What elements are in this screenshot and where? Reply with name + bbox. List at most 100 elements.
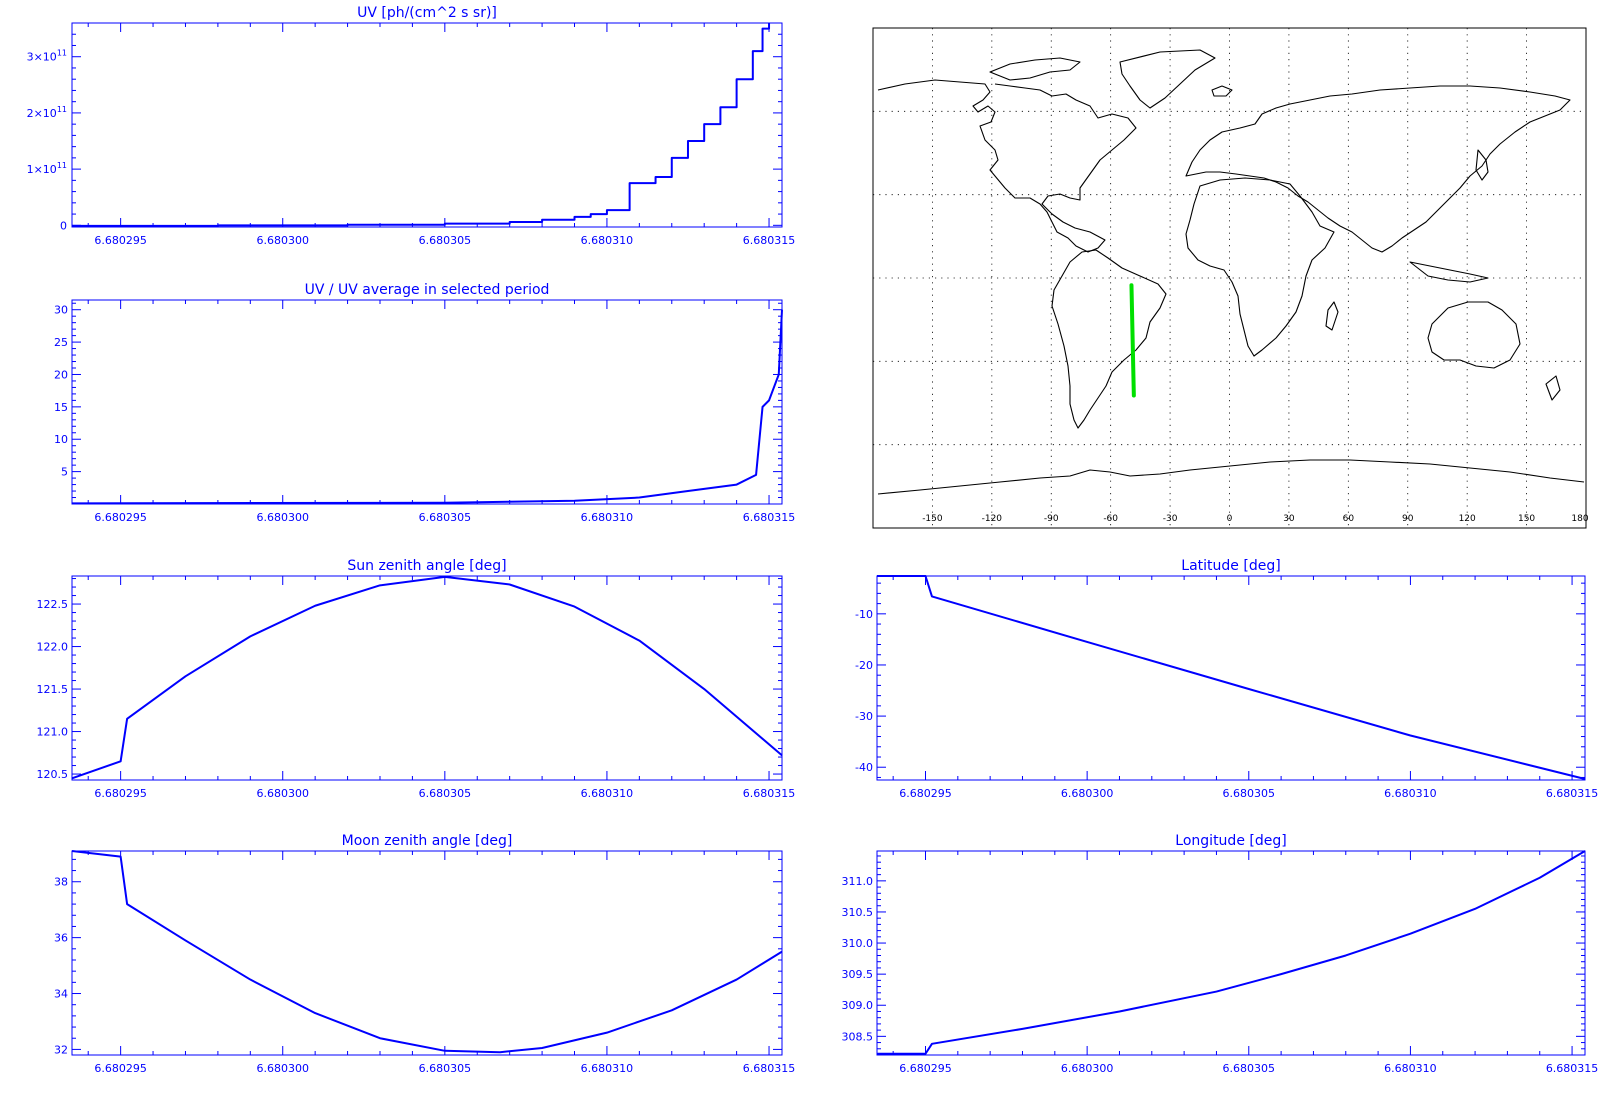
x-tick-label: 6.680315 bbox=[743, 234, 796, 247]
coast-antarctica bbox=[877, 459, 1585, 495]
x-tick-label: 6.680310 bbox=[1384, 1062, 1437, 1075]
y-tick-label: 15 bbox=[54, 401, 68, 414]
map-longitude-labels: -150 -120 -90 -60 -30 0 30 60 90 120 150 180 bbox=[922, 514, 1589, 524]
map-lon-label: -30 bbox=[1163, 514, 1178, 524]
y-tick-label: 310.0 bbox=[842, 937, 874, 950]
plot-frame bbox=[71, 575, 783, 781]
map-graticule bbox=[873, 28, 1586, 528]
y-tick-base: 0 bbox=[60, 219, 67, 232]
x-tick-label: 6.680300 bbox=[256, 511, 309, 524]
series-line-lon bbox=[877, 850, 1586, 1055]
coast-iceland bbox=[1211, 85, 1233, 97]
coast-north-america bbox=[877, 79, 1137, 253]
series-line-uv bbox=[72, 23, 771, 227]
map-lon-label: 120 bbox=[1459, 514, 1476, 524]
y-tick-label: -30 bbox=[855, 710, 873, 723]
y-tick-label: -10 bbox=[855, 608, 873, 621]
map-lon-label: 0 bbox=[1227, 514, 1233, 524]
x-tick-label: 6.680300 bbox=[256, 787, 309, 800]
y-tick-label: 0 bbox=[60, 219, 67, 232]
map-lon-label: 90 bbox=[1402, 514, 1414, 524]
chart-title: Sun zenith angle [deg] bbox=[347, 558, 506, 574]
x-tick-label: 6.680310 bbox=[1384, 787, 1437, 800]
chart-uv_ratio: UV / UV average in selected period 6.6802… bbox=[54, 282, 795, 524]
coast-eurasia bbox=[1185, 85, 1571, 253]
y-tick-label: 121.5 bbox=[37, 683, 69, 696]
series-line-moon bbox=[71, 850, 783, 1054]
coast-australia bbox=[1427, 301, 1521, 369]
coast-south-america bbox=[1051, 249, 1167, 429]
y-tick-label: 32 bbox=[54, 1043, 68, 1056]
y-tick-label: 121.0 bbox=[37, 726, 69, 739]
y-tick-label: 36 bbox=[54, 932, 68, 945]
plot-frame bbox=[876, 575, 1586, 781]
x-tick-label: 6.680305 bbox=[419, 234, 472, 247]
x-tick-label: 6.680300 bbox=[1061, 1062, 1114, 1075]
y-tick-label: 3×1011 bbox=[27, 49, 67, 64]
y-tick-label: -20 bbox=[855, 659, 873, 672]
y-tick-label: 25 bbox=[54, 336, 68, 349]
y-tick-label: 309.0 bbox=[842, 999, 874, 1012]
map-lon-label: 180 bbox=[1571, 514, 1588, 524]
map-lon-label: -60 bbox=[1103, 514, 1118, 524]
y-tick-label: 2×1011 bbox=[27, 105, 67, 120]
y-tick-label: -40 bbox=[855, 761, 873, 774]
y-tick-label: 10 bbox=[54, 433, 68, 446]
plot-frame bbox=[876, 850, 1586, 1056]
x-tick-label: 6.680305 bbox=[419, 787, 472, 800]
world-map-panel: -150 -120 -90 -60 -30 0 30 60 90 120 150 180 bbox=[872, 27, 1589, 529]
series-line-uv_ratio bbox=[71, 309, 783, 505]
x-tick-label: 6.680315 bbox=[743, 1062, 796, 1075]
x-tick-label: 6.680295 bbox=[899, 787, 952, 800]
coast-new-zealand bbox=[1545, 375, 1561, 401]
x-tick-label: 6.680305 bbox=[1223, 787, 1276, 800]
y-tick-base: 1×10 bbox=[27, 163, 57, 176]
chart-title: Longitude [deg] bbox=[1175, 833, 1286, 849]
x-tick-label: 6.680315 bbox=[743, 511, 796, 524]
y-tick-exp: 11 bbox=[57, 49, 67, 58]
chart-title: Latitude [deg] bbox=[1181, 558, 1280, 574]
chart-title: Moon zenith angle [deg] bbox=[342, 833, 513, 849]
y-tick-label: 122.0 bbox=[37, 641, 69, 654]
map-lon-label: -150 bbox=[922, 514, 943, 524]
plot-panels: UV [ph/(cm^2 s sr)] 6.680295 6.680300 6.680… bbox=[27, 5, 1599, 1075]
x-tick-label: 6.680310 bbox=[581, 787, 634, 800]
x-tick-label: 6.680295 bbox=[94, 511, 147, 524]
x-tick-label: 6.680295 bbox=[899, 1062, 952, 1075]
y-tick-exp: 11 bbox=[57, 161, 67, 170]
coast-africa bbox=[1185, 177, 1335, 357]
y-tick-base: 3×10 bbox=[27, 51, 57, 64]
chart-sun: Sun zenith angle [deg] 6.680295 6.680300 6.… bbox=[37, 558, 796, 800]
x-tick-label: 6.680295 bbox=[94, 787, 147, 800]
x-tick-label: 6.680300 bbox=[1061, 787, 1114, 800]
coast-madagascar bbox=[1325, 301, 1339, 331]
y-tick-label: 38 bbox=[54, 876, 68, 889]
coast-arctic bbox=[989, 57, 1081, 81]
y-tick-label: 120.5 bbox=[37, 768, 69, 781]
y-tick-exp: 11 bbox=[57, 105, 67, 114]
y-tick-label: 122.5 bbox=[37, 598, 69, 611]
plot-frame bbox=[71, 850, 783, 1056]
y-tick-label: 311.0 bbox=[842, 875, 874, 888]
y-tick-label: 5 bbox=[61, 466, 68, 479]
y-tick-base: 2×10 bbox=[27, 107, 57, 120]
x-tick-label: 6.680315 bbox=[1546, 787, 1599, 800]
map-lon-label: 60 bbox=[1343, 514, 1355, 524]
x-tick-label: 6.680300 bbox=[256, 234, 309, 247]
y-tick-label: 20 bbox=[54, 368, 68, 381]
y-tick-label: 309.5 bbox=[842, 968, 874, 981]
series-line-sun bbox=[71, 575, 783, 780]
series-line-lat bbox=[877, 575, 1586, 780]
y-tick-label: 34 bbox=[54, 988, 68, 1001]
satellite-track bbox=[1129, 283, 1136, 398]
y-tick-label: 310.5 bbox=[842, 906, 874, 919]
map-lon-label: 30 bbox=[1283, 514, 1295, 524]
chart-lon: Longitude [deg] 6.680295 6.680300 6.680305 6… bbox=[842, 833, 1599, 1075]
coast-japan bbox=[1475, 149, 1489, 181]
x-tick-label: 6.680310 bbox=[581, 234, 634, 247]
chart-moon: Moon zenith angle [deg] 6.680295 6.680300 6… bbox=[54, 833, 795, 1075]
y-tick-label: 30 bbox=[54, 304, 68, 317]
x-tick-label: 6.680310 bbox=[581, 511, 634, 524]
plot-frame bbox=[71, 299, 783, 505]
